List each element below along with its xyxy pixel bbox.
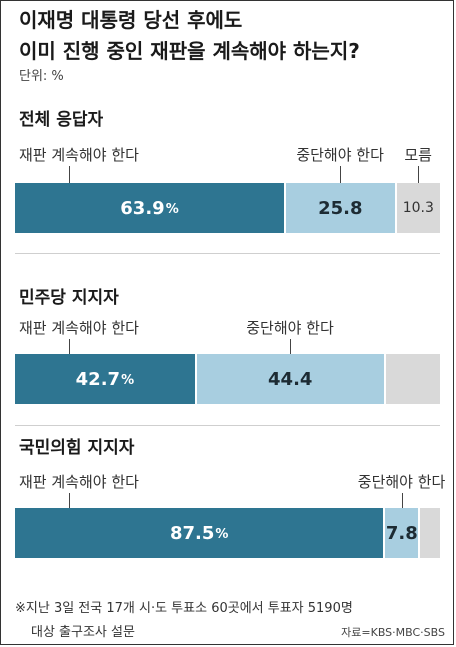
title-line-1: 이재명 대통령 당선 후에도: [19, 8, 243, 32]
label-tick: [340, 166, 341, 183]
footnote-line-1: ※지난 3일 전국 17개 시·도 투표소 60곳에서 투표자 5190명: [15, 601, 353, 616]
section-divider: [15, 425, 440, 426]
section-divider: [15, 253, 440, 254]
stacked-bar: 63.9% 25.8 10.3: [15, 183, 440, 233]
segment-value: 44.4: [268, 368, 313, 390]
segment-continue: 42.7%: [15, 354, 195, 404]
segment-unknown: 10.3: [396, 183, 440, 233]
segment-value: 87.5: [169, 522, 215, 544]
stacked-bar: 42.7% 44.4: [15, 354, 440, 404]
label-tick: [69, 493, 70, 508]
segment-stop: 44.4: [196, 354, 384, 404]
series-label: 재판 계속해야 한다: [19, 473, 139, 491]
label-tick: [69, 166, 70, 183]
footnote-line-2-row: 대상 출구조사 설문 자료=KBS·MBC·SBS: [15, 621, 445, 644]
section-title: 국민의힘 지지자: [19, 438, 135, 458]
stacked-bar: 87.5% 7.8: [15, 508, 440, 558]
series-label: 중단해야 한다: [246, 319, 334, 337]
segment-value: 7.8: [385, 522, 418, 544]
segment-stop: 25.8: [286, 183, 395, 233]
title-line-2: 이미 진행 중인 재판을 계속해야 하는지?: [19, 39, 360, 63]
footnote: ※지난 3일 전국 17개 시·도 투표소 60곳에서 투표자 5190명 대상…: [15, 597, 445, 644]
chart-title: 이재명 대통령 당선 후에도 이미 진행 중인 재판을 계속해야 하는지?: [19, 5, 360, 67]
segment-unknown: [420, 508, 440, 558]
segment-value: 42.7: [75, 368, 121, 390]
segment-continue: 87.5%: [15, 508, 384, 558]
percent-sign: %: [121, 373, 135, 388]
label-tick: [402, 493, 403, 508]
footnote-line-2: 대상 출구조사 설문: [31, 625, 135, 640]
series-label: 중단해야 한다: [296, 146, 384, 164]
unit-label: 단위: %: [19, 69, 64, 84]
section-title: 민주당 지지자: [19, 288, 119, 308]
series-label: 모름: [404, 146, 432, 164]
segment-continue: 63.9%: [15, 183, 285, 233]
series-label: 재판 계속해야 한다: [19, 146, 139, 164]
segment-value: 63.9: [120, 197, 165, 219]
section-title: 전체 응답자: [19, 110, 104, 130]
percent-sign: %: [165, 202, 179, 217]
label-tick: [418, 166, 419, 183]
label-tick: [69, 339, 70, 354]
segment-stop: 7.8: [385, 508, 419, 558]
series-label: 중단해야 한다: [357, 473, 446, 491]
segment-value: 25.8: [318, 197, 363, 219]
segment-value: 10.3: [402, 200, 434, 216]
source-label: 자료=KBS·MBC·SBS: [341, 626, 445, 639]
series-label: 재판 계속해야 한다: [19, 319, 139, 337]
label-tick: [290, 339, 291, 354]
percent-sign: %: [215, 527, 229, 542]
segment-unknown: [385, 354, 440, 404]
